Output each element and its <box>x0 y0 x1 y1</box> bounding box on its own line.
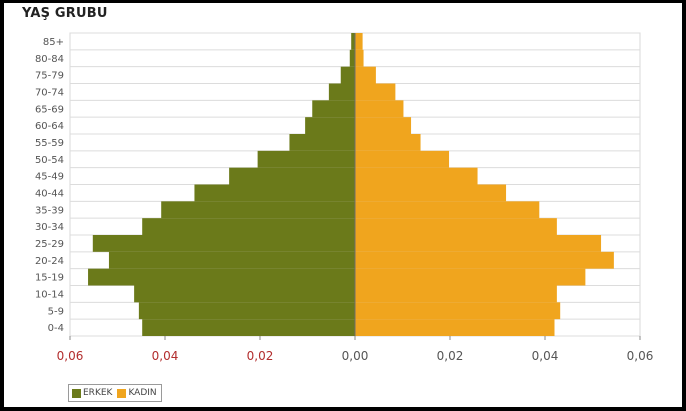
bar-erkek <box>351 33 355 50</box>
bar-kadin <box>355 66 376 84</box>
legend-label-erkek: ERKEK <box>83 388 113 398</box>
bar-erkek <box>340 66 355 84</box>
legend-swatch-erkek <box>72 388 81 398</box>
x-tick-label: 0,02 <box>247 349 274 363</box>
bar-erkek <box>134 285 355 303</box>
bar-erkek <box>289 134 355 151</box>
y-tick-label: 20-24 <box>35 256 64 267</box>
bar-erkek <box>142 218 355 235</box>
bar-erkek <box>312 100 355 118</box>
bar-kadin <box>355 83 396 101</box>
y-tick-label: 85+ <box>43 37 64 48</box>
x-tick-label: 0,06 <box>57 349 84 363</box>
y-tick-label: 75-79 <box>35 71 64 82</box>
bar-erkek <box>142 319 355 336</box>
bar-erkek <box>88 268 356 286</box>
y-tick-label: 60-64 <box>35 121 64 132</box>
bar-kadin <box>355 201 540 219</box>
y-tick-label: 50-54 <box>35 155 64 166</box>
y-tick-label: 5-9 <box>48 306 64 317</box>
bar-kadin <box>355 251 614 269</box>
bar-erkek <box>108 251 355 269</box>
y-tick-label: 10-14 <box>35 289 64 300</box>
bar-kadin <box>355 218 557 235</box>
bar-kadin <box>355 302 561 320</box>
bar-erkek <box>328 83 355 101</box>
x-tick-label: 0,04 <box>152 349 179 363</box>
bar-kadin <box>355 184 507 202</box>
legend-label-kadin: KADIN <box>128 388 157 398</box>
y-tick-label: 30-34 <box>35 222 64 233</box>
bar-kadin <box>355 319 555 336</box>
y-tick-label: 55-59 <box>35 138 64 149</box>
x-tick-label: 0,00 <box>342 349 369 363</box>
bar-erkek <box>92 235 356 252</box>
y-tick-label: 25-29 <box>35 239 64 250</box>
bar-erkek <box>194 184 355 202</box>
bar-erkek <box>161 201 355 219</box>
chart-legend: ERKEK KADIN <box>68 384 162 402</box>
bar-kadin <box>355 49 364 67</box>
y-tick-label: 80-84 <box>35 54 64 65</box>
bar-kadin <box>355 33 363 50</box>
y-tick-label: 15-19 <box>35 273 64 284</box>
bar-kadin <box>355 134 421 151</box>
y-tick-label: 40-44 <box>35 188 64 199</box>
bar-erkek <box>257 150 355 168</box>
bar-erkek <box>138 302 355 320</box>
x-tick-label: 0,04 <box>532 349 559 363</box>
bar-kadin <box>355 100 404 118</box>
bar-kadin <box>355 268 586 286</box>
bar-kadin <box>355 285 557 303</box>
chart-title: YAŞ GRUBU <box>22 6 108 21</box>
y-tick-label: 0-4 <box>48 323 64 334</box>
bar-erkek <box>229 167 355 185</box>
x-tick-label: 0,02 <box>437 349 464 363</box>
y-tick-label: 65-69 <box>35 104 64 115</box>
y-tick-label: 35-39 <box>35 205 64 216</box>
y-tick-label: 45-49 <box>35 172 64 183</box>
legend-swatch-kadin <box>117 388 127 398</box>
x-tick-label: 0,06 <box>627 349 654 363</box>
bar-kadin <box>355 117 412 134</box>
bar-kadin <box>355 167 478 185</box>
bar-kadin <box>355 235 602 252</box>
legend-item-kadin: KADIN <box>117 388 157 398</box>
legend-item-erkek: ERKEK <box>72 388 112 398</box>
bar-kadin <box>355 150 450 168</box>
y-tick-label: 70-74 <box>35 87 64 98</box>
bar-erkek <box>305 117 355 134</box>
bar-erkek <box>349 49 355 67</box>
